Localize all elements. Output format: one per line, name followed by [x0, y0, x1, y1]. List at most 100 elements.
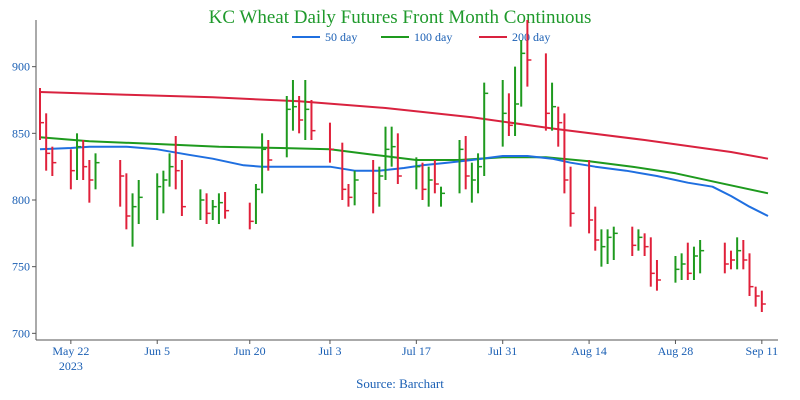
- ohlc-bar: [254, 184, 260, 224]
- ohlc-bar: [88, 160, 94, 203]
- ohlc-bar: [723, 242, 729, 274]
- ohlc-bar: [686, 242, 692, 280]
- ohlc-bar: [168, 153, 174, 187]
- ohlc-bar: [637, 229, 643, 251]
- ohlc-bar: [643, 233, 649, 256]
- source-note: Source: Barchart: [356, 376, 444, 391]
- ohlc-bar: [82, 140, 88, 180]
- ohlc-bar: [557, 106, 563, 147]
- ma200-line: [39, 91, 769, 160]
- ohlc-bar: [211, 200, 217, 220]
- ohlc-bar: [736, 237, 742, 270]
- ohlc-bar: [655, 260, 661, 291]
- ohlc-bar: [372, 160, 378, 214]
- ohlc-bar: [692, 246, 698, 280]
- ohlc-bar: [754, 286, 760, 307]
- x-tick-label: Jul 31: [488, 344, 517, 358]
- ohlc-bar: [520, 40, 526, 107]
- ohlc-bar: [125, 173, 131, 230]
- ohlc-bars: [39, 20, 766, 312]
- x-tick-year-label: 2023: [59, 359, 83, 373]
- x-tick-label: May 22: [52, 344, 89, 358]
- ohlc-bar: [180, 160, 186, 216]
- ohlc-bar: [612, 226, 618, 260]
- ohlc-bar: [304, 80, 310, 140]
- x-tick-label: Sep 11: [746, 344, 779, 358]
- ohlc-bar: [544, 53, 550, 131]
- chart-legend: 50 day 100 day 200 day: [292, 30, 550, 44]
- ohlc-bar: [674, 256, 680, 283]
- ohlc-bar: [507, 93, 513, 136]
- ohlc-bar: [551, 82, 557, 131]
- ohlc-bar: [514, 66, 520, 136]
- ohlc-bar: [649, 237, 655, 287]
- ohlc-bar: [760, 290, 766, 312]
- x-tick-label: Jul 3: [318, 344, 341, 358]
- ohlc-bar: [742, 240, 748, 270]
- ohlc-bar: [39, 88, 44, 140]
- ohlc-bar: [341, 142, 347, 200]
- ohlc-bar: [699, 240, 705, 274]
- x-tick-label: Jun 20: [234, 344, 266, 358]
- ohlc-bar: [119, 160, 125, 207]
- ohlc-bar: [131, 193, 137, 247]
- y-axis-ticks: 700 750 800 850 900: [12, 60, 36, 340]
- y-tick-label: 900: [12, 60, 30, 74]
- ohlc-bar: [569, 166, 575, 227]
- ohlc-bar: [415, 157, 421, 190]
- ma100-line: [39, 136, 769, 195]
- ohlc-bar: [51, 146, 57, 176]
- ohlc-bar: [69, 149, 75, 190]
- ohlc-bar: [477, 153, 483, 194]
- ohlc-bar: [248, 202, 254, 230]
- ohlc-bar: [526, 20, 532, 87]
- legend-label-ma200: 200 day: [512, 30, 550, 44]
- ohlc-bar: [396, 133, 402, 184]
- ohlc-bar: [310, 100, 316, 140]
- ohlc-bar: [156, 173, 162, 220]
- ohlc-bar: [137, 180, 143, 224]
- legend-label-ma100: 100 day: [414, 30, 452, 44]
- y-tick-label: 850: [12, 126, 30, 140]
- ohlc-bar: [501, 80, 507, 147]
- ohlc-bar: [390, 126, 396, 167]
- y-tick-label: 800: [12, 193, 30, 207]
- ohlc-bar: [205, 193, 211, 224]
- ohlc-bar: [600, 229, 606, 267]
- ohlc-bar: [440, 186, 446, 207]
- ohlc-bar: [328, 122, 334, 163]
- ohlc-bar: [427, 166, 433, 207]
- ohlc-bar: [594, 206, 600, 251]
- x-tick-label: Jul 17: [402, 344, 431, 358]
- ma50-line: [39, 145, 769, 217]
- ohlc-bar: [162, 170, 168, 214]
- ohlc-bar: [45, 113, 51, 171]
- ohlc-bar: [748, 253, 754, 296]
- ohlc-bar: [680, 253, 686, 280]
- ohlc-bar: [606, 229, 612, 264]
- ohlc-bar: [285, 96, 291, 158]
- x-tick-label: Aug 28: [658, 344, 694, 358]
- ohlc-bar: [563, 113, 569, 194]
- ohlc-bar: [298, 96, 304, 134]
- ohlc-bar: [483, 82, 489, 176]
- x-tick-label: Jun 5: [144, 344, 170, 358]
- ohlc-bar: [76, 133, 82, 180]
- ohlc-bar: [347, 184, 353, 207]
- ohlc-bar: [384, 126, 390, 180]
- ohlc-bar: [199, 189, 205, 220]
- ohlc-bar: [421, 162, 427, 200]
- ohlc-bar: [588, 160, 594, 234]
- ohlc-bar: [433, 160, 439, 194]
- moving-average-lines: [39, 91, 769, 217]
- ohlc-bar: [353, 170, 359, 206]
- ohlc-bar: [267, 140, 273, 171]
- ohlc-bar: [378, 166, 384, 207]
- ohlc-bar: [464, 136, 470, 190]
- chart-title: KC Wheat Daily Futures Front Month Conti…: [209, 7, 592, 28]
- ohlc-bar: [470, 162, 476, 203]
- ohlc-bar: [261, 133, 267, 194]
- y-tick-label: 750: [12, 260, 30, 274]
- ohlc-bar: [174, 136, 180, 190]
